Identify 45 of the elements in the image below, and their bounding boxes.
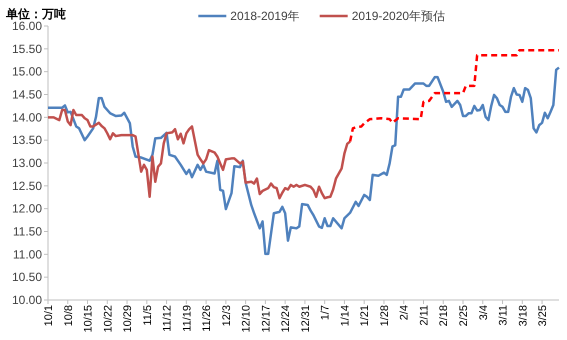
line-series [46,108,352,200]
y-tick-label: 12.50 [12,178,42,193]
x-tick-label: 2/4 [398,305,411,320]
x-tick-label: 10/22 [102,305,114,333]
x-tick-label: 3/25 [537,305,550,326]
y-tick-label: 11.00 [12,247,42,262]
legend-label: 2018-2019年 [230,9,300,23]
x-tick-label: 10/29 [122,305,134,333]
x-tick-label: 10/8 [62,305,75,326]
y-tick-label: 10.50 [12,270,42,284]
x-tick-label: 3/18 [517,305,530,326]
x-tick-label: 1/7 [320,305,332,320]
y-tick-label: 13.50 [12,133,42,148]
line-series [348,48,560,143]
x-tick-label: 12/3 [220,305,233,326]
legend-label: 2019-2020年预估 [352,9,446,23]
x-tick-label: 12/17 [260,305,272,333]
x-tick-label: 1/28 [378,305,391,326]
y-tick-label: 11.50 [12,224,42,238]
x-tick-label: 2/18 [438,305,450,326]
x-tick-label: 11/19 [181,305,194,332]
x-tick-label: 1/14 [339,305,352,326]
y-tick-label: 12.00 [12,202,42,216]
x-tick-label: 3/11 [498,305,510,326]
x-tick-label: 10/1 [43,305,55,326]
y-tick-label: 10.00 [12,293,42,307]
x-tick-label: 2/11 [418,305,430,326]
x-tick-label: 3/4 [478,305,490,320]
x-tick-label: 11/26 [201,305,214,332]
x-tick-label: 12/10 [240,305,253,333]
y-tick-label: 16.00 [12,19,42,33]
y-tick-label: 13.00 [12,156,42,170]
x-tick-label: 2/25 [458,305,470,326]
y-tick-label: 14.00 [12,110,42,124]
x-tick-label: 12/31 [300,305,312,333]
x-tick-label: 1/21 [359,305,372,326]
x-tick-label: 12/24 [280,305,292,333]
y-tick-label: 14.50 [12,88,42,102]
x-tick-label: 11/5 [142,305,154,326]
x-tick-label: 11/12 [162,305,174,332]
line-series [46,66,560,256]
y-axis-title: 单位：万吨 [5,7,66,21]
y-tick-label: 15.50 [12,42,42,56]
x-tick-label: 10/15 [82,305,95,333]
y-tick-label: 15.00 [12,64,42,79]
